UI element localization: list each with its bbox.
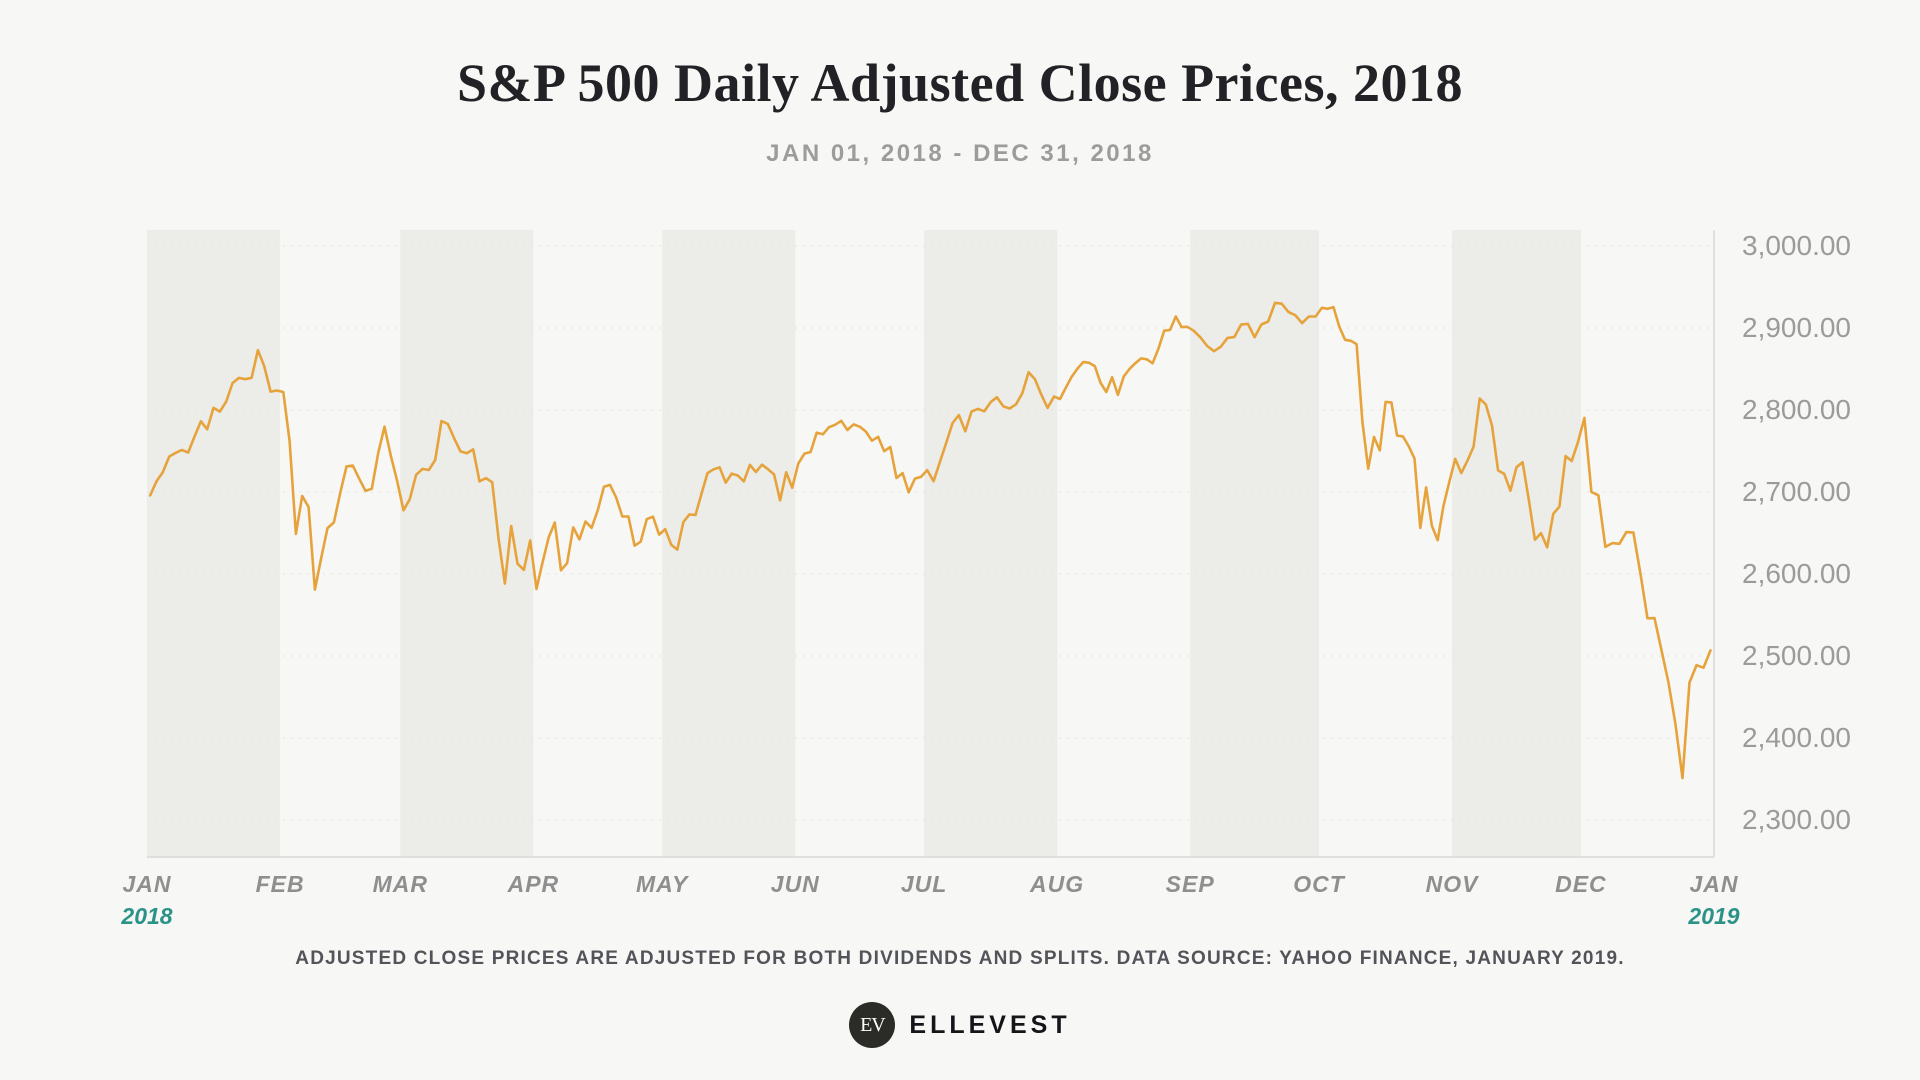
month-band [400,230,534,857]
x-year-label: 2019 [1687,903,1739,929]
x-month-label: NOV [1426,871,1480,897]
y-tick-label: 2,400.00 [1742,722,1851,753]
x-month-label: FEB [256,871,305,897]
y-tick-label: 2,900.00 [1742,312,1851,343]
month-band [1452,230,1581,857]
date-range-subtitle: JAN 01, 2018 - DEC 31, 2018 [766,140,1154,167]
x-month-label: APR [507,871,560,897]
y-tick-label: 3,000.00 [1742,230,1851,261]
chart-footnote: ADJUSTED CLOSE PRICES ARE ADJUSTED FOR B… [295,948,1625,969]
month-band [924,230,1058,857]
month-band [1190,230,1319,857]
logo: EV ELLEVEST [0,1002,1920,1048]
x-month-label: JUL [901,871,947,897]
x-month-label: JAN [1689,871,1738,897]
x-month-label: JAN [122,871,171,897]
x-month-label: JUN [771,871,820,897]
y-tick-label: 2,500.00 [1742,640,1851,671]
ellevest-logo-icon: EV [849,1002,896,1048]
month-band [147,230,281,857]
x-month-label: MAR [373,871,428,897]
price-line [148,301,1712,780]
x-month-label: SEP [1166,871,1215,897]
month-band [662,230,796,857]
x-month-label: DEC [1555,871,1607,897]
y-tick-label: 2,800.00 [1742,394,1851,425]
x-month-label: MAY [636,871,690,897]
y-tick-label: 2,300.00 [1742,804,1851,835]
x-month-label: OCT [1293,871,1346,897]
x-month-label: AUG [1029,871,1084,897]
x-year-label: 2018 [120,903,172,929]
brand-name: ELLEVEST [909,1010,1071,1039]
y-tick-label: 2,700.00 [1742,476,1851,507]
chart-title: S&P 500 Daily Adjusted Close Prices, 201… [457,53,1463,113]
logo-monogram: EV [860,1013,886,1036]
sp500-line-chart: 3,000.00 2,900.00 2,800.00 2,700.00 2,600.00… [120,230,1851,929]
y-tick-label: 2,600.00 [1742,558,1851,589]
